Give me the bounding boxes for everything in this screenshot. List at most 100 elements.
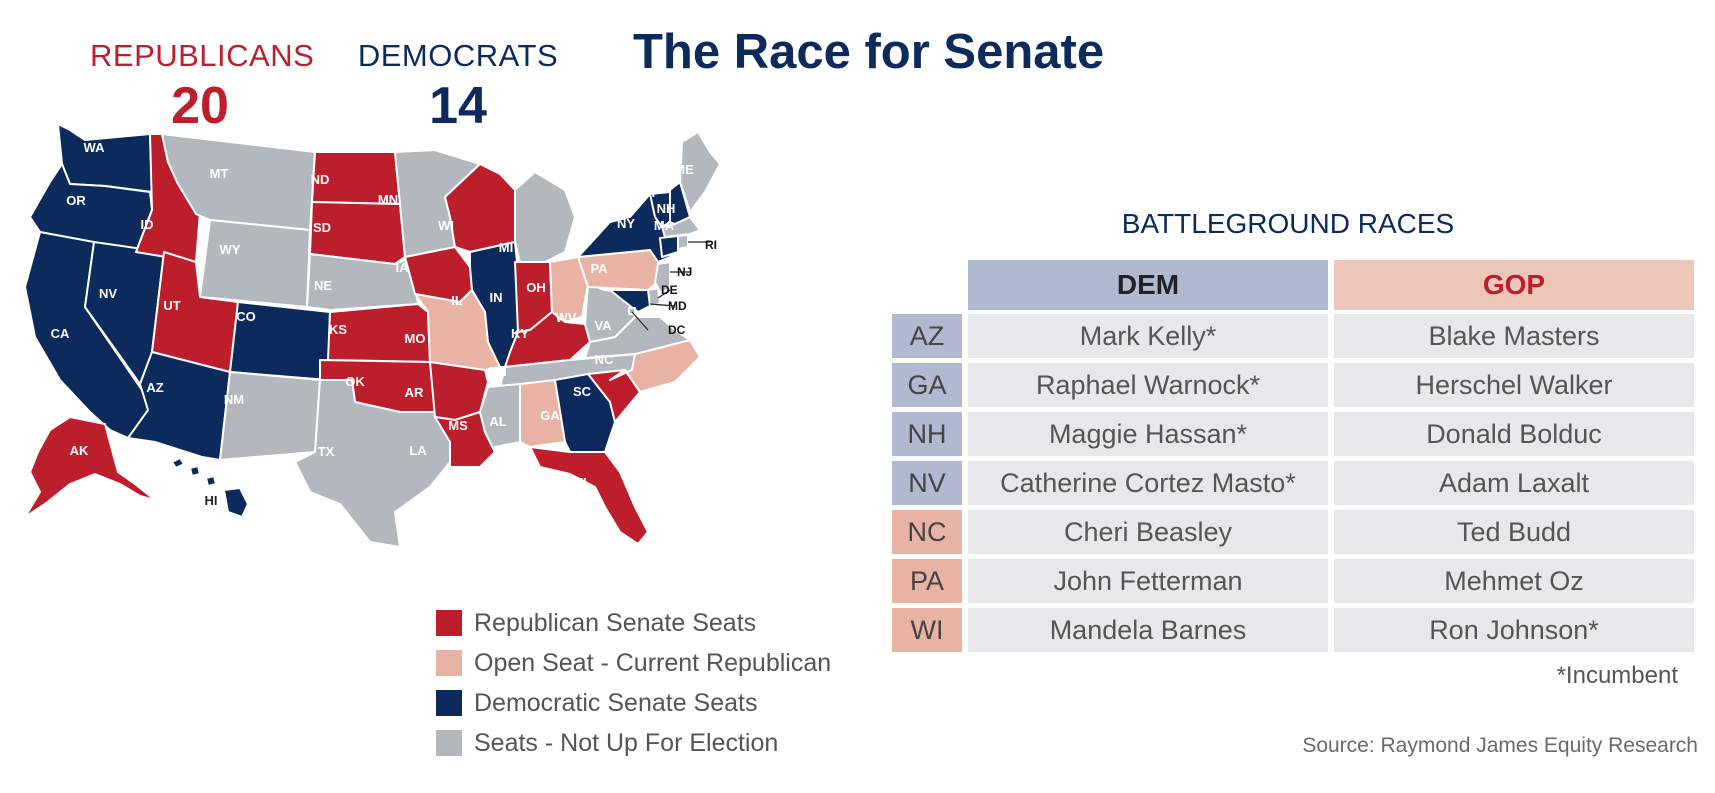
legend-label: Open Seat - Current Republican [474,648,832,677]
label-ne: NE [314,278,332,293]
label-ut: UT [163,298,180,313]
state-wy [199,219,311,308]
label-me: ME [674,162,694,177]
label-mt: MT [210,166,229,181]
state-ct [659,235,679,258]
row-dem-candidate: Catherine Cortez Masto* [968,461,1328,505]
state-hi [171,457,249,518]
label-ia: IA [396,260,410,275]
callout-lines [631,241,710,331]
label-il: IL [451,293,463,308]
label-ms: MS [448,418,468,433]
legend-label: Seats - Not Up For Election [474,728,779,757]
state-fl [529,446,649,545]
label-dc: DC [668,323,686,337]
label-ok: OK [345,374,365,389]
state-md [609,289,651,313]
row-state: NH [892,412,962,456]
row-dem-candidate: Cheri Beasley [968,510,1328,554]
label-tx: TX [318,444,335,459]
label-ca: CA [51,326,70,341]
label-de: DE [661,283,678,297]
label-id: ID [141,217,154,232]
legend-swatch [436,650,462,676]
republicans-label: REPUBLICANS [90,38,315,73]
label-pa: PA [590,261,608,276]
row-gop-candidate: Ron Johnson* [1334,608,1694,652]
row-state: GA [892,363,962,407]
state-al [519,379,566,448]
label-hi: HI [205,493,218,508]
label-nv: NV [99,286,117,301]
label-mn: MN [378,192,398,207]
dem-header: DEM [968,260,1328,310]
state-me [679,131,721,213]
republicans-count: 20 [171,77,229,135]
label-co: CO [236,309,256,324]
label-va: VA [594,318,612,333]
state-tx [294,379,451,548]
state-nc [609,339,701,393]
row-state: PA [892,559,962,603]
label-mo: MO [405,331,426,346]
legend-item-democratic: Democratic Senate Seats [436,688,757,718]
label-nc: NC [595,352,614,367]
row-state: NC [892,510,962,554]
row-state: WI [892,608,962,652]
label-ar: AR [405,385,424,400]
legend-swatch [436,690,462,716]
row-dem-candidate: Mark Kelly* [968,314,1328,358]
row-gop-candidate: Mehmet Oz [1334,559,1694,603]
label-nh: NH [657,201,676,216]
label-nj: NJ [677,265,692,279]
state-sc [587,369,641,423]
state-dc [628,307,636,315]
label-fl: FL [575,475,591,490]
legend-label: Republican Senate Seats [474,608,757,637]
label-md: MD [668,299,687,313]
row-state: NV [892,461,962,505]
state-sd [309,201,406,265]
label-mi: MI [499,240,513,255]
row-dem-candidate: Maggie Hassan* [968,412,1328,456]
state-nj [654,261,671,293]
label-wa: WA [84,140,106,155]
row-gop-candidate: Adam Laxalt [1334,461,1694,505]
label-wi: WI [438,218,454,233]
label-ga: GA [540,408,560,423]
row-dem-candidate: Mandela Barnes [968,608,1328,652]
row-gop-candidate: Donald Bolduc [1334,412,1694,456]
label-oh: OH [526,280,546,295]
gop-header: GOP [1334,260,1694,310]
label-ri: RI [705,238,717,252]
label-wy: WY [220,242,241,257]
row-dem-candidate: John Fetterman [968,559,1328,603]
row-dem-candidate: Raphael Warnock* [968,363,1328,407]
label-ks: KS [329,322,347,337]
label-vt: VT [641,185,658,200]
us-senate-map: WA OR CA NV ID MT WY UT CO AZ NM ND SD N… [24,123,721,548]
state-mi [514,171,576,263]
legend-item-open-seat: Open Seat - Current Republican [436,648,831,678]
label-ak: AK [70,443,89,458]
label-tn: TN [489,364,506,379]
legend-item-not-up: Seats - Not Up For Election [436,728,778,758]
row-gop-candidate: Ted Budd [1334,510,1694,554]
footnote: *Incumbent [1556,662,1678,689]
legend-label: Democratic Senate Seats [474,688,758,717]
state-ak [24,416,156,518]
label-ky: KY [511,326,529,341]
legend-swatch [436,730,462,756]
label-nd: ND [311,172,330,187]
legend-item-republican: Republican Senate Seats [436,608,756,638]
label-az: AZ [146,380,163,395]
label-al: AL [489,414,506,429]
row-gop-candidate: Blake Masters [1334,314,1694,358]
label-sc: SC [573,384,592,399]
democrats-count: 14 [429,77,487,135]
democrats-label: DEMOCRATS [357,38,559,73]
state-ri [677,234,689,250]
state-vt [649,191,671,228]
row-state: AZ [892,314,962,358]
label-wv: WV [556,310,577,325]
